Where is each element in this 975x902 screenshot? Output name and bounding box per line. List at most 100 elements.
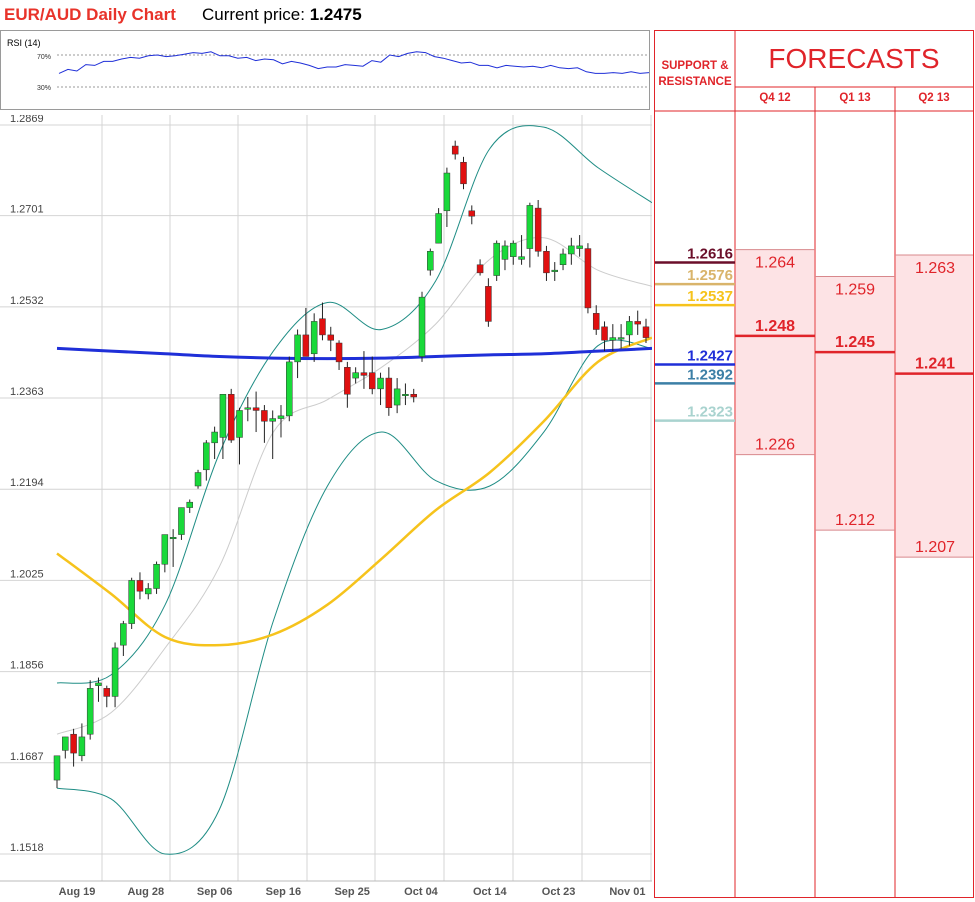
forecast-low-label: 1.207 [915, 539, 955, 556]
y-tick-label: 1.2363 [10, 386, 44, 398]
candle [186, 499, 193, 513]
candle-body [161, 534, 169, 565]
y-tick-label: 1.2532 [10, 295, 44, 307]
candle [443, 167, 451, 227]
candle [128, 577, 135, 629]
candle-body [153, 563, 160, 589]
forecast-panel: SUPPORT & RESISTANCE FORECASTS Q4 12 Q1 … [654, 30, 975, 898]
candle [277, 405, 285, 438]
candle [261, 405, 268, 443]
candle [402, 383, 409, 406]
x-tick-label: Sep 16 [266, 886, 301, 898]
y-tick-label: 1.1518 [10, 842, 44, 854]
ma200-line [56, 346, 652, 361]
candle-body [335, 342, 343, 363]
candle-body [236, 410, 243, 438]
x-tick-label: Sep 25 [334, 886, 369, 898]
candle [460, 156, 467, 190]
candle [169, 529, 177, 567]
candle [269, 410, 276, 460]
candle-body [526, 205, 534, 249]
candle [211, 426, 218, 460]
forecast-high-label: 1.264 [755, 255, 795, 272]
candle-body [95, 682, 102, 686]
candle-body [476, 264, 484, 274]
candle-body [310, 321, 318, 355]
candle [335, 340, 343, 370]
candle-body [435, 213, 442, 244]
candle [493, 240, 500, 281]
candle-body [551, 269, 558, 272]
candle [435, 208, 442, 244]
forecast-low-label: 1.226 [755, 437, 795, 454]
forecast-mid-label: 1.248 [755, 318, 795, 335]
candle-body [576, 245, 583, 249]
sr-level-label: 1.2392 [687, 366, 733, 383]
candle [352, 367, 359, 384]
candle-body [518, 256, 525, 260]
candle [526, 202, 534, 268]
x-tick-label: Oct 04 [404, 886, 439, 898]
forecast-col-q4-12: Q4 12 [759, 92, 790, 104]
candle [584, 243, 592, 314]
x-tick-label: Oct 23 [542, 886, 576, 898]
candle [534, 200, 542, 257]
candle [310, 313, 318, 362]
candle-body [194, 472, 202, 487]
candle-body [626, 321, 633, 336]
candle-body [327, 334, 335, 341]
forecast-range [736, 249, 814, 455]
candle-body [501, 245, 509, 260]
candle-body [584, 248, 592, 309]
candle [427, 248, 434, 276]
candle-body [510, 242, 517, 257]
candle-body [302, 334, 310, 357]
x-tick-label: Nov 01 [609, 886, 645, 898]
candle-body [377, 377, 384, 390]
y-tick-label: 1.1856 [10, 660, 44, 672]
candle [153, 561, 160, 594]
candle [368, 356, 376, 395]
rsi-level-30: 30% [37, 85, 51, 92]
candle [319, 302, 326, 341]
candle-body [559, 253, 567, 266]
candle [609, 324, 617, 352]
forecast-table: SUPPORT & RESISTANCE FORECASTS Q4 12 Q1 … [655, 31, 975, 897]
candle-body [62, 736, 69, 751]
candle-body [468, 210, 476, 217]
candle-body [568, 245, 575, 255]
forecast-col-q1-13: Q1 13 [839, 92, 870, 104]
candle [476, 259, 484, 276]
candle [551, 262, 558, 281]
bollinger-lower-line [56, 339, 652, 855]
candle-body [78, 736, 86, 757]
candle [78, 723, 86, 762]
candle-body [244, 407, 252, 410]
candle-body [592, 313, 600, 330]
y-tick-label: 1.2869 [10, 115, 44, 125]
candle-body [219, 394, 227, 438]
candle-body [294, 334, 301, 363]
candle [236, 407, 243, 465]
candle [86, 680, 94, 740]
candle [53, 755, 61, 789]
candle [568, 237, 575, 265]
candle-body [534, 207, 542, 252]
forecast-high-label: 1.259 [835, 282, 875, 299]
candle [410, 388, 417, 403]
rsi-level-70: 70% [37, 54, 51, 61]
candle-body [410, 394, 417, 398]
candle-body [103, 688, 111, 697]
candle-body [368, 372, 376, 390]
price-chart: 1.2869 1.2701 1.2532 1.2363 1.2194 1.2025 1.18… [0, 115, 652, 898]
sr-level-label: 1.2576 [687, 267, 733, 284]
candle-body [443, 172, 451, 212]
candle [468, 205, 476, 225]
candle-body [111, 647, 119, 697]
sr-level-label: 1.2427 [687, 348, 733, 365]
candle [518, 235, 525, 265]
candle-body [601, 326, 608, 341]
candle-body [277, 415, 285, 419]
forecast-high-label: 1.263 [915, 260, 955, 277]
sr-level-label: 1.2323 [687, 404, 733, 421]
